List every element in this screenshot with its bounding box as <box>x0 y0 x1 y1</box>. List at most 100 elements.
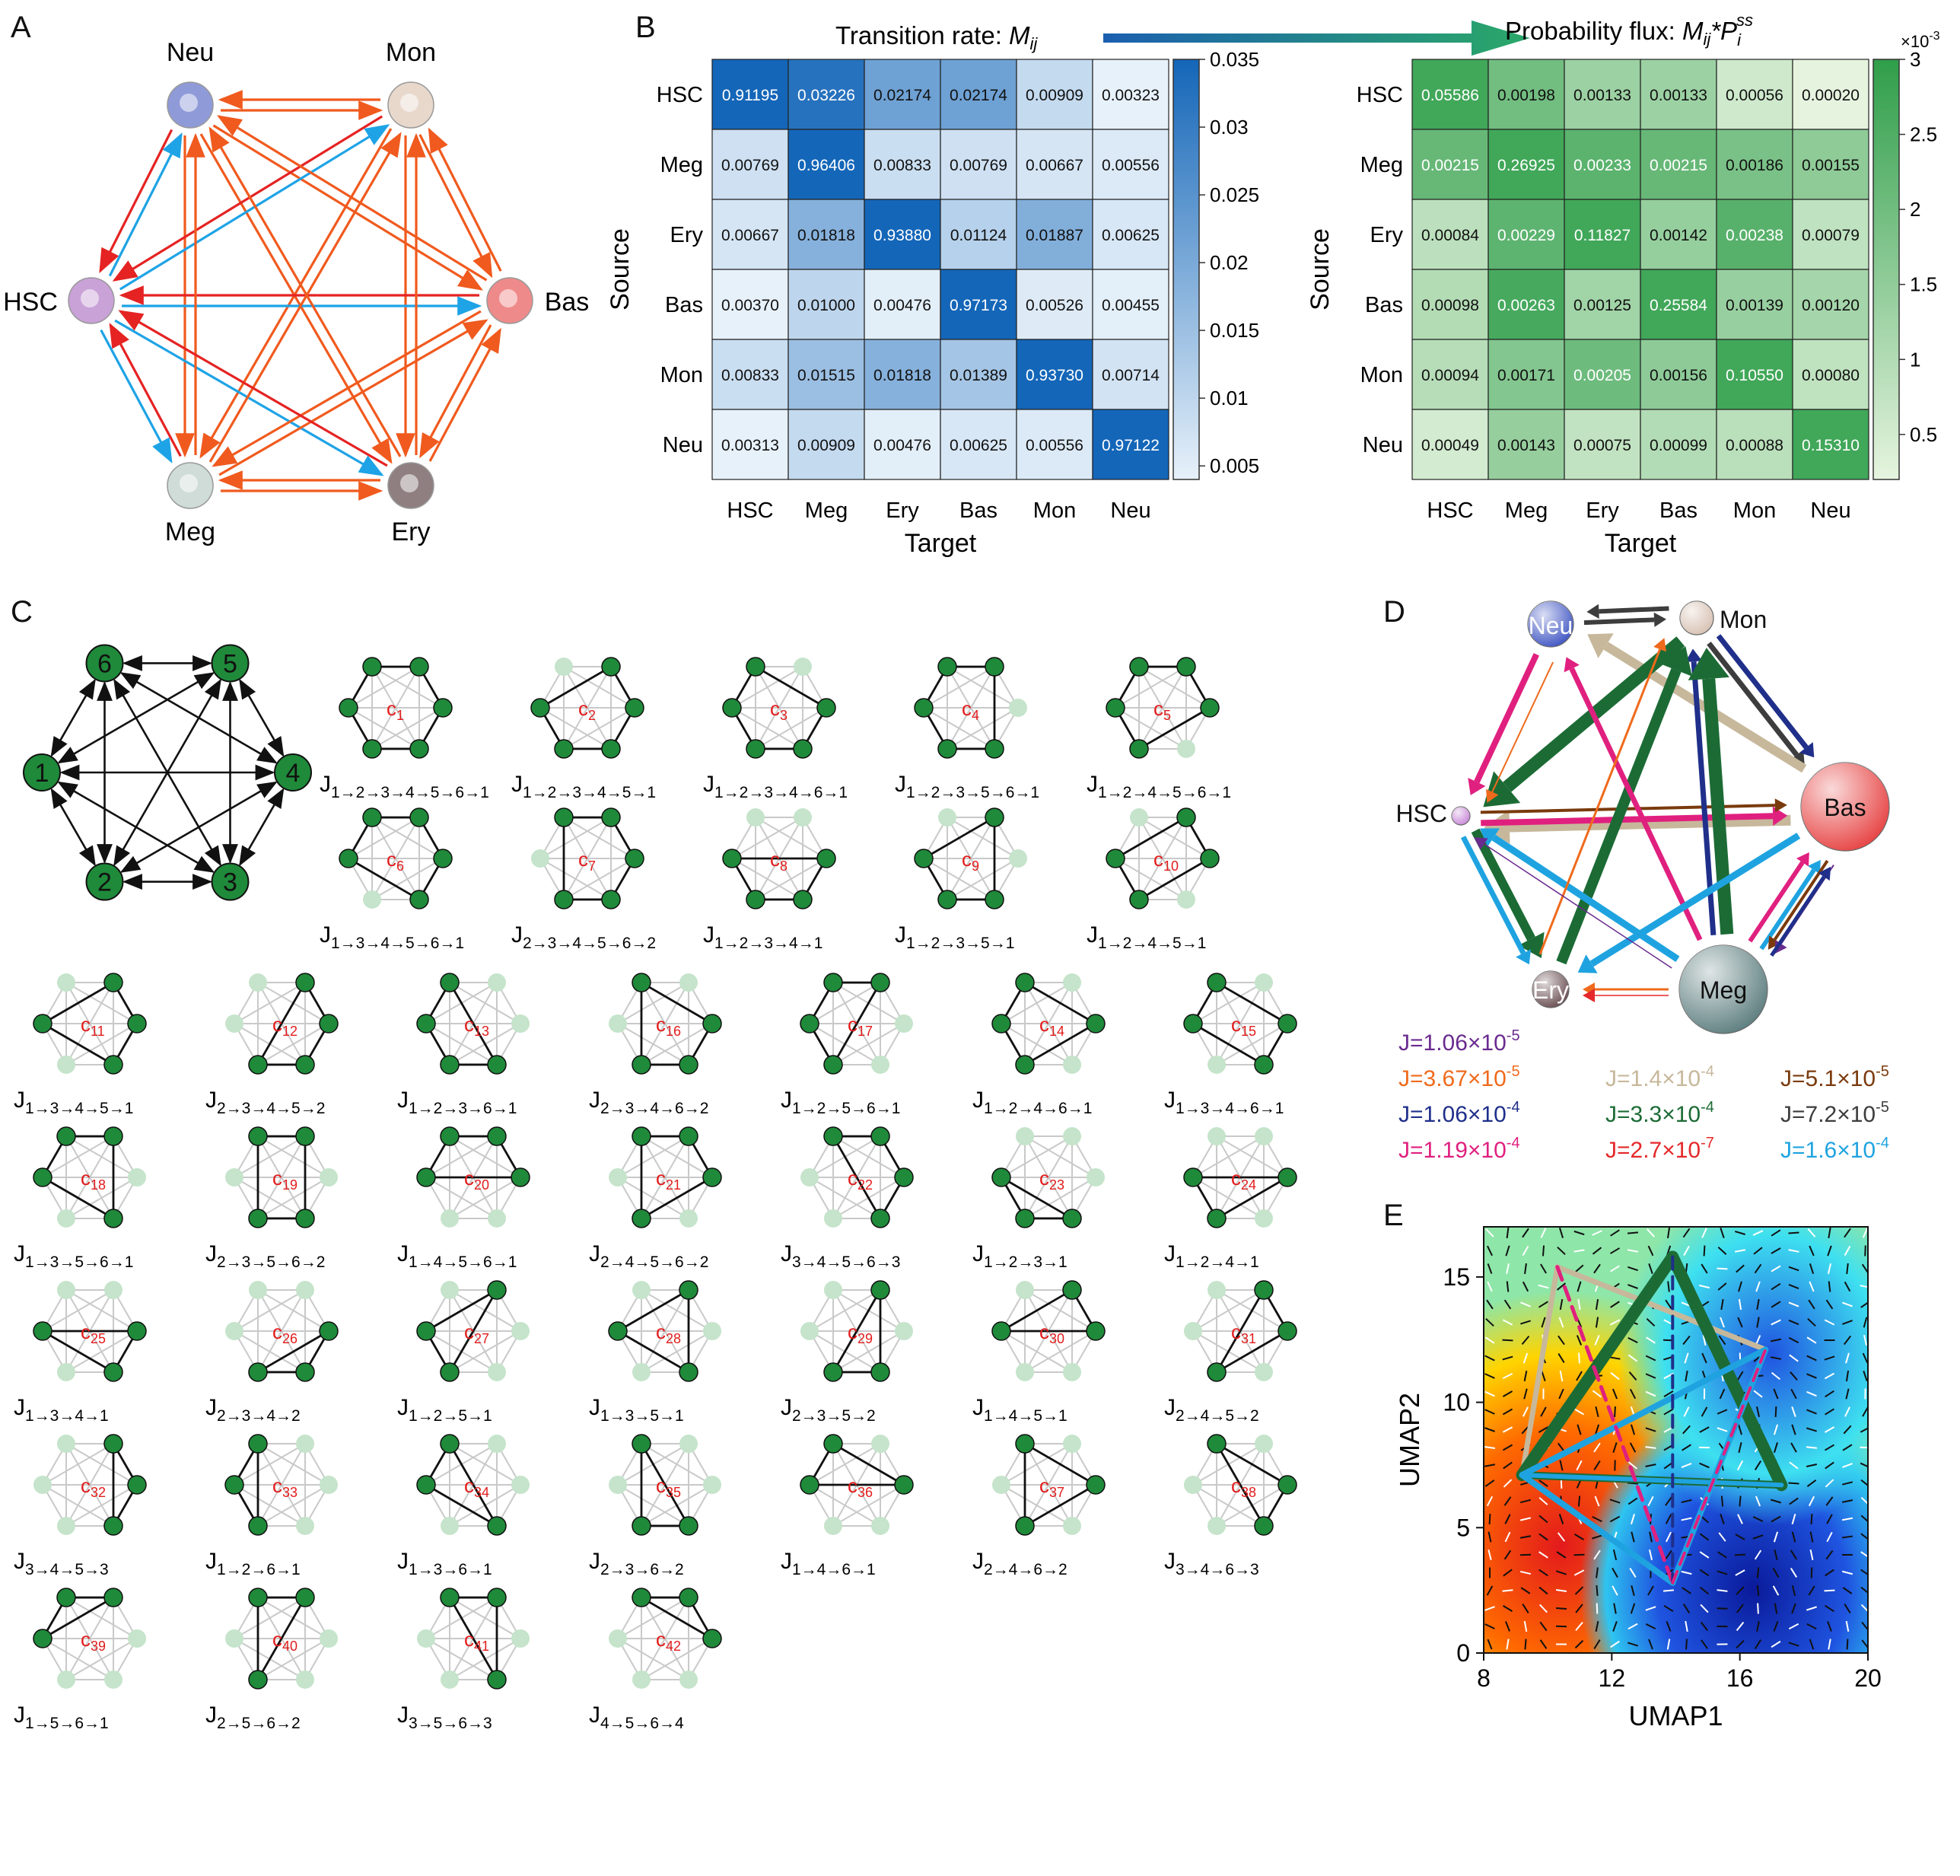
legend-exponent: -4 <box>1507 1099 1520 1116</box>
velocity-arrow <box>1824 1319 1835 1326</box>
cycle-node-icon <box>33 1321 52 1341</box>
cycle-path-caption: J2→3→4→2 <box>205 1395 301 1425</box>
heatmap-cell-value: 0.00186 <box>1726 157 1783 174</box>
cycle-node-icon <box>870 973 890 992</box>
velocity-arrow <box>1717 1607 1728 1610</box>
heatmap-left: 0.91195 0.03226 0.02174 0.02174 0.00909 0.003… <box>609 59 1169 558</box>
heatmap-cell-value: 0.02174 <box>950 87 1007 104</box>
velocity-arrow <box>1790 1568 1798 1578</box>
flux-arrow-Mon-Bas <box>1716 634 1809 750</box>
background-edge <box>65 1135 138 1178</box>
flux-arrow-Meg-Bas <box>1759 868 1816 951</box>
velocity-arrow <box>1864 1245 1866 1257</box>
legend-entry: J=1.06×10-5 <box>1398 1027 1520 1056</box>
cycle-node-icon <box>824 1209 842 1228</box>
cycle-node-icon <box>433 849 453 868</box>
velocity-arrow <box>1519 1517 1532 1521</box>
node-label-ery: Ery <box>1532 976 1569 1004</box>
cycle-node-icon <box>530 698 550 718</box>
heatmap-cell <box>1488 129 1565 200</box>
heatmap-cell <box>1488 409 1565 480</box>
flow-arrow-Ery-Neu <box>208 126 402 457</box>
cycle-node-icon <box>703 1476 721 1494</box>
cycle-node-icon <box>992 1476 1010 1494</box>
velocity-arrow <box>1827 1621 1832 1632</box>
velocity-arrow <box>1556 1282 1567 1291</box>
node-shine <box>1801 763 1889 851</box>
heatmap-cell-value: 0.01515 <box>797 367 855 384</box>
velocity-arrow <box>1485 1317 1494 1327</box>
velocity-arrow <box>1773 1424 1779 1435</box>
velocity-arrow <box>1612 1621 1618 1632</box>
cycle-node-icon <box>609 1168 627 1186</box>
heatmap-cell-value: 0.00099 <box>1650 437 1707 454</box>
velocity-arrow <box>1612 1567 1618 1578</box>
legend-text: J=3.67×10 <box>1398 1066 1507 1091</box>
velocity-arrow <box>1700 1604 1709 1613</box>
cycle-label-index: 36 <box>858 1485 873 1500</box>
flux-path <box>1519 1473 1784 1488</box>
cycle-label: c6 <box>387 848 404 874</box>
heatmap-cell <box>940 129 1017 200</box>
heatmap-cell <box>1564 339 1641 410</box>
cycle-node-icon <box>511 1167 530 1187</box>
panel-d-legend: J=1.06×10-5J=3.67×10-5 J=1.4×10-4 J=5.1×10… <box>1398 1027 1889 1163</box>
cycle-node-icon <box>823 1126 843 1146</box>
cycle-node-icon <box>440 973 460 992</box>
flux-arrow-Meg-Neu <box>1569 667 1703 941</box>
cycle-label-index: 4 <box>972 708 979 723</box>
velocity-arrow <box>1595 1620 1599 1632</box>
velocity-arrow <box>1682 1228 1691 1238</box>
cycle-path-caption: J1→4→6→1 <box>781 1549 876 1578</box>
cycle-node-icon <box>103 973 123 992</box>
velocity-arrow <box>1595 1317 1599 1328</box>
cycle-label-index: 34 <box>474 1485 489 1500</box>
velocity-arrow <box>1647 1245 1654 1257</box>
cycle-node-icon <box>1016 1362 1034 1381</box>
velocity-arrow <box>1789 1497 1799 1505</box>
colorbar-tick-label: 0.025 <box>1210 183 1259 206</box>
cycle-node-icon <box>127 1014 147 1034</box>
velocity-arrow <box>1593 1263 1601 1274</box>
colorbar-tick-label: 0.5 <box>1910 423 1937 446</box>
velocity-arrow <box>1842 1463 1853 1468</box>
cycle-node-icon <box>625 849 644 868</box>
heatmap-cell-value: 0.03226 <box>797 87 855 104</box>
velocity-arrow <box>1577 1281 1582 1292</box>
cycle-node-icon <box>1015 973 1035 992</box>
velocity-arrow <box>1772 1567 1780 1578</box>
heatmap-cell-value: 0.00056 <box>1726 87 1783 104</box>
velocity-arrow <box>1484 1336 1495 1344</box>
heatmap-cell-value: 0.00156 <box>1650 367 1707 384</box>
cycle-node-icon <box>409 657 429 677</box>
flow-arrow-Ery-HSC <box>118 310 388 467</box>
velocity-arrow <box>1736 1604 1745 1613</box>
background-edge <box>257 1289 329 1332</box>
cycle-node-icon <box>1184 1322 1202 1340</box>
cycle-node-icon <box>1015 1516 1035 1536</box>
velocity-arrow <box>1519 1553 1532 1556</box>
cycle-node-icon <box>1278 1321 1297 1341</box>
velocity-arrow <box>1825 1461 1834 1470</box>
cycle-node-icon <box>800 1475 819 1495</box>
cycle-node-icon <box>991 1167 1011 1187</box>
row-label: Ery <box>1370 223 1404 247</box>
cycle-node-icon <box>1255 1435 1273 1454</box>
velocity-arrow <box>1735 1534 1745 1540</box>
colorbar-tick-label: 0.005 <box>1210 454 1259 477</box>
cycle-edge <box>832 1442 905 1486</box>
background-edge <box>1024 982 1073 1065</box>
cycle-node-icon <box>57 1209 75 1228</box>
node-highlight <box>180 94 198 112</box>
velocity-arrow <box>1596 1603 1599 1614</box>
cycle-node-icon <box>248 1516 268 1536</box>
background-edge <box>641 1443 713 1486</box>
heatmap-cell-value: 0.00133 <box>1650 87 1707 104</box>
velocity-arrow <box>1631 1531 1635 1543</box>
cycle-node-icon <box>487 1126 507 1146</box>
velocity-arrow <box>1755 1495 1761 1507</box>
row-label: Meg <box>1360 153 1403 177</box>
cycle-node-icon <box>1207 1434 1227 1454</box>
cycle-label: c11 <box>81 1013 105 1039</box>
cycle-diagram-2: c2 J1→2→3→4→5→1 <box>511 657 656 801</box>
